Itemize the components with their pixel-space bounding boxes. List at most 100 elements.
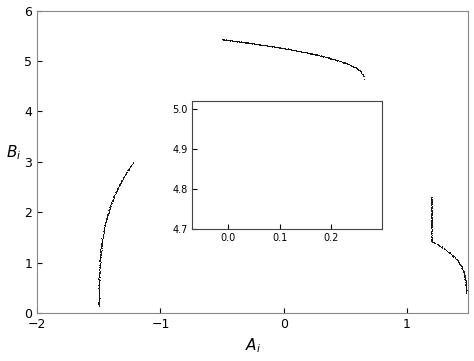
Point	[114, 186, 121, 191]
Point	[286, 47, 293, 52]
Point	[461, 273, 468, 279]
Point	[428, 209, 436, 215]
Point	[428, 227, 436, 233]
Point	[335, 58, 343, 64]
Point	[95, 280, 102, 286]
Point	[100, 225, 108, 231]
Point	[292, 48, 299, 53]
Point	[109, 197, 117, 203]
Point	[428, 237, 436, 243]
Point	[251, 41, 258, 47]
Point	[95, 288, 103, 294]
Point	[282, 46, 289, 52]
Point	[277, 45, 285, 51]
Point	[96, 271, 103, 277]
Point	[222, 36, 230, 42]
Point	[109, 197, 117, 203]
Point	[308, 51, 316, 56]
Point	[232, 38, 240, 44]
Point	[332, 57, 340, 63]
Point	[102, 218, 109, 224]
Point	[245, 40, 253, 45]
Point	[237, 39, 245, 44]
Point	[222, 37, 229, 43]
Point	[318, 53, 326, 58]
Point	[225, 37, 232, 43]
Point	[110, 195, 118, 201]
Point	[100, 228, 108, 234]
Point	[345, 61, 353, 67]
Point	[276, 45, 284, 51]
Point	[428, 213, 435, 219]
Point	[461, 274, 468, 280]
Point	[95, 287, 102, 293]
Point	[428, 235, 435, 240]
Point	[454, 258, 462, 264]
Point	[428, 228, 436, 234]
Point	[236, 39, 244, 45]
Point	[255, 42, 263, 48]
Point	[266, 43, 273, 49]
Point	[95, 298, 103, 304]
Point	[255, 42, 263, 47]
Point	[428, 213, 435, 219]
Point	[308, 51, 316, 57]
Point	[342, 60, 350, 66]
Point	[219, 36, 226, 42]
Point	[120, 174, 128, 180]
Point	[446, 250, 453, 256]
Point	[96, 258, 104, 264]
Point	[106, 204, 113, 210]
Point	[115, 182, 123, 188]
Point	[97, 244, 105, 250]
Point	[287, 47, 294, 52]
Point	[229, 38, 237, 44]
Point	[113, 188, 120, 193]
Point	[264, 43, 271, 49]
Point	[358, 71, 366, 77]
Point	[297, 48, 304, 54]
Point	[238, 39, 246, 45]
Point	[257, 42, 265, 47]
Point	[287, 47, 295, 52]
Point	[428, 225, 435, 231]
Point	[299, 49, 307, 55]
Point	[346, 62, 354, 68]
Point	[315, 53, 323, 58]
Point	[451, 256, 459, 261]
Point	[240, 39, 247, 45]
Point	[227, 38, 234, 43]
Point	[256, 42, 264, 47]
Point	[258, 42, 266, 48]
Point	[102, 217, 109, 223]
Point	[297, 49, 305, 55]
Point	[462, 288, 470, 294]
Point	[292, 48, 300, 53]
Point	[309, 51, 317, 57]
Point	[108, 201, 115, 206]
Point	[108, 200, 115, 206]
Point	[261, 43, 269, 48]
Point	[458, 266, 466, 271]
Point	[252, 41, 260, 47]
Point	[112, 190, 120, 196]
Point	[288, 47, 296, 52]
Point	[96, 274, 103, 280]
Point	[337, 58, 345, 64]
Point	[104, 210, 112, 216]
Point	[349, 64, 356, 69]
Point	[458, 264, 465, 269]
Point	[233, 38, 241, 44]
Point	[290, 47, 297, 53]
Point	[238, 39, 246, 45]
Point	[103, 212, 111, 217]
Point	[284, 46, 292, 52]
Point	[357, 69, 365, 75]
Point	[256, 42, 264, 47]
Point	[311, 52, 319, 57]
Point	[118, 178, 125, 183]
Point	[95, 287, 102, 292]
Point	[251, 41, 259, 47]
Point	[358, 69, 365, 75]
Point	[128, 162, 135, 168]
